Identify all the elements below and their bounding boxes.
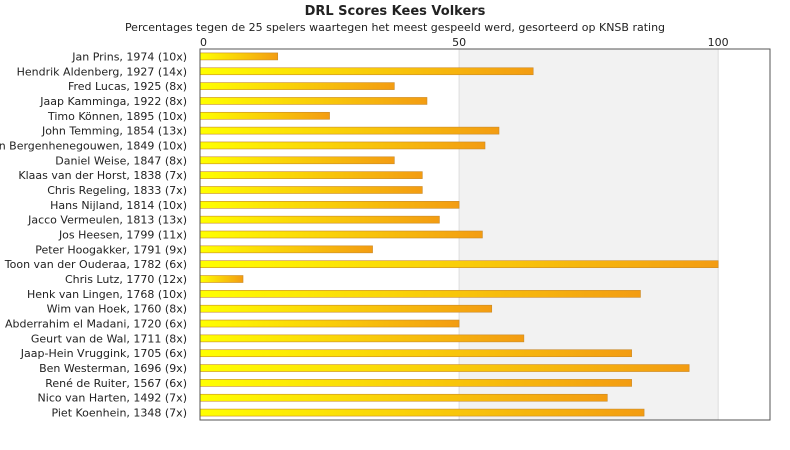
bar (199, 334, 525, 343)
bar (199, 275, 244, 283)
bar (199, 215, 440, 224)
bar (199, 52, 279, 61)
bar (199, 304, 493, 313)
category-label: Klaas van der Horst, 1838 (7x) (18, 169, 187, 182)
category-label: Hans Nijland, 1814 (10x) (50, 199, 187, 212)
category-label: Jaap Kamminga, 1922 (8x) (39, 95, 187, 108)
category-label: Hendrik Aldenberg, 1927 (14x) (17, 65, 187, 78)
bar (199, 67, 534, 76)
bar (199, 171, 423, 179)
x-tick-label: 50 (452, 36, 466, 49)
plot-band (459, 49, 719, 420)
category-label: Jan Prins, 1974 (10x) (71, 50, 187, 63)
chart-subtitle: Percentages tegen de 25 spelers waartege… (124, 21, 666, 34)
category-label: Ben Westerman, 1696 (9x) (39, 362, 187, 375)
category-label: Jacco Vermeulen, 1813 (13x) (27, 214, 187, 227)
category-label: Timo Können, 1895 (10x) (47, 110, 187, 123)
category-label: Peter Hoogakker, 1791 (9x) (35, 243, 187, 256)
category-label: John Temming, 1854 (13x) (41, 125, 187, 138)
chart-title: DRL Scores Kees Volkers (304, 4, 486, 19)
category-label: Jaap-Hein Vruggink, 1705 (6x) (20, 347, 187, 360)
bar (199, 364, 690, 372)
category-label: Jos Heesen, 1799 (11x) (58, 229, 187, 242)
bar (199, 111, 330, 120)
x-tick-label: 0 (200, 36, 207, 49)
category-label: Chris Regeling, 1833 (7x) (47, 184, 187, 197)
category-label: Nico van Harten, 1492 (7x) (38, 392, 187, 405)
category-label: Geurt van de Wal, 1711 (8x) (31, 332, 187, 345)
bar (199, 260, 719, 268)
category-label: Fred Lucas, 1925 (8x) (68, 80, 187, 93)
plot-frame (199, 48, 771, 421)
category-label: Toon van der Ouderaa, 1782 (6x) (4, 258, 187, 271)
bar (199, 393, 608, 402)
bar (199, 290, 641, 298)
bar (199, 349, 632, 358)
bar (199, 201, 460, 209)
category-label: Chris Lutz, 1770 (12x) (65, 273, 187, 286)
category-label: Jan Bergenhenegouwen, 1849 (10x) (0, 139, 187, 152)
bar (199, 186, 423, 194)
category-label: Abderrahim el Madani, 1720 (6x) (5, 318, 187, 331)
bar (199, 408, 645, 417)
x-tick-label: 100 (708, 36, 729, 49)
bar (199, 82, 395, 90)
bar (199, 230, 483, 239)
category-label: Henk van Lingen, 1768 (10x) (27, 288, 187, 301)
category-label: Piet Koenhein, 1348 (7x) (51, 407, 187, 420)
bar (199, 97, 428, 105)
bar (199, 379, 632, 387)
category-label: Wim van Hoek, 1760 (8x) (47, 303, 187, 316)
bar (199, 126, 500, 135)
category-label: René de Ruiter, 1567 (6x) (45, 377, 187, 390)
category-label: Daniel Weise, 1847 (8x) (55, 154, 187, 167)
bar (199, 245, 373, 254)
plot-band (718, 49, 770, 420)
bar (199, 319, 460, 328)
bar (199, 141, 486, 150)
bar (199, 156, 395, 165)
